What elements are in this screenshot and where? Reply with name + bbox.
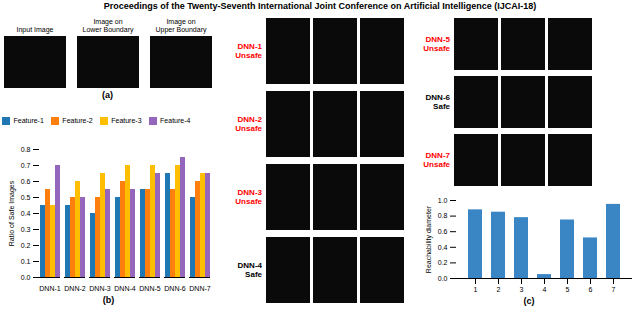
svg-text:0.3: 0.3 bbox=[21, 225, 31, 232]
html-text:Image on Upper Boundary: Image on Upper Boundary bbox=[155, 17, 207, 33]
svg-text:DNN-4: DNN-4 bbox=[114, 285, 135, 292]
svg-text:0.2: 0.2 bbox=[438, 259, 448, 266]
svg-text:6: 6 bbox=[589, 286, 593, 293]
svg-text:Reachability diameter: Reachability diameter bbox=[425, 205, 433, 273]
html-text:Feature-2: Feature-2 bbox=[62, 117, 93, 124]
html-text:(c): (c) bbox=[523, 296, 535, 306]
svg-text:4: 4 bbox=[543, 286, 547, 293]
svg-text:DNN-3: DNN-3 bbox=[89, 285, 110, 292]
svg-text:DNN-2: DNN-2 bbox=[64, 285, 85, 292]
html-text:DNN-7 Unsafe: DNN-7 Unsafe bbox=[423, 150, 450, 169]
svg-text:0.8: 0.8 bbox=[21, 145, 31, 152]
svg-text:0.4: 0.4 bbox=[21, 209, 31, 216]
svg-text:DNN-1: DNN-1 bbox=[39, 285, 60, 292]
svg-text:Ratio of Safe Images: Ratio of Safe Images bbox=[8, 180, 16, 246]
html-text:DNN-6 Safe: DNN-6 Safe bbox=[425, 92, 450, 111]
html-text:DNN-1 Unsafe: DNN-1 Unsafe bbox=[235, 41, 262, 60]
html-text:Feature-3: Feature-3 bbox=[111, 117, 142, 124]
html-text:DNN-2 Unsafe: DNN-2 Unsafe bbox=[235, 114, 262, 133]
html-text:Input Image: Input Image bbox=[16, 26, 54, 33]
svg-text:2: 2 bbox=[497, 286, 501, 293]
svg-text:DNN-7: DNN-7 bbox=[189, 285, 210, 292]
svg-text:0.5: 0.5 bbox=[21, 193, 31, 200]
svg-text:0.6: 0.6 bbox=[438, 228, 448, 235]
svg-text:0.1: 0.1 bbox=[21, 257, 31, 264]
html-text:(b): (b) bbox=[102, 294, 115, 305]
html-text:Feature-4: Feature-4 bbox=[160, 117, 191, 124]
html-text:Proceedings of the Twenty-Seve: Proceedings of the Twenty-Seventh Intern… bbox=[103, 1, 537, 11]
svg-text:0.7: 0.7 bbox=[21, 161, 31, 168]
svg-text:DNN-6: DNN-6 bbox=[164, 285, 185, 292]
svg-text:1: 1 bbox=[474, 286, 478, 293]
svg-text:0.8: 0.8 bbox=[438, 212, 448, 219]
svg-text:3: 3 bbox=[520, 286, 524, 293]
html-text:DNN-3 Unsafe: DNN-3 Unsafe bbox=[235, 187, 262, 206]
svg-text:0.2: 0.2 bbox=[21, 241, 31, 248]
html-text:DNN-5 Unsafe: DNN-5 Unsafe bbox=[423, 34, 450, 53]
svg-text:1.0: 1.0 bbox=[438, 197, 448, 204]
svg-text:0.0: 0.0 bbox=[438, 275, 448, 282]
html-text:Feature-1: Feature-1 bbox=[13, 117, 44, 124]
svg-text:0.0: 0.0 bbox=[21, 273, 31, 280]
svg-text:DNN-5: DNN-5 bbox=[139, 285, 160, 292]
html-text:DNN-4 Safe: DNN-4 Safe bbox=[237, 260, 262, 279]
svg-text:0.6: 0.6 bbox=[21, 177, 31, 184]
html-text:(a): (a) bbox=[102, 90, 113, 100]
svg-text:0.4: 0.4 bbox=[438, 244, 448, 251]
svg-text:7: 7 bbox=[612, 286, 616, 293]
html-text:Image on Lower Boundary: Image on Lower Boundary bbox=[82, 17, 134, 33]
svg-text:5: 5 bbox=[566, 286, 570, 293]
